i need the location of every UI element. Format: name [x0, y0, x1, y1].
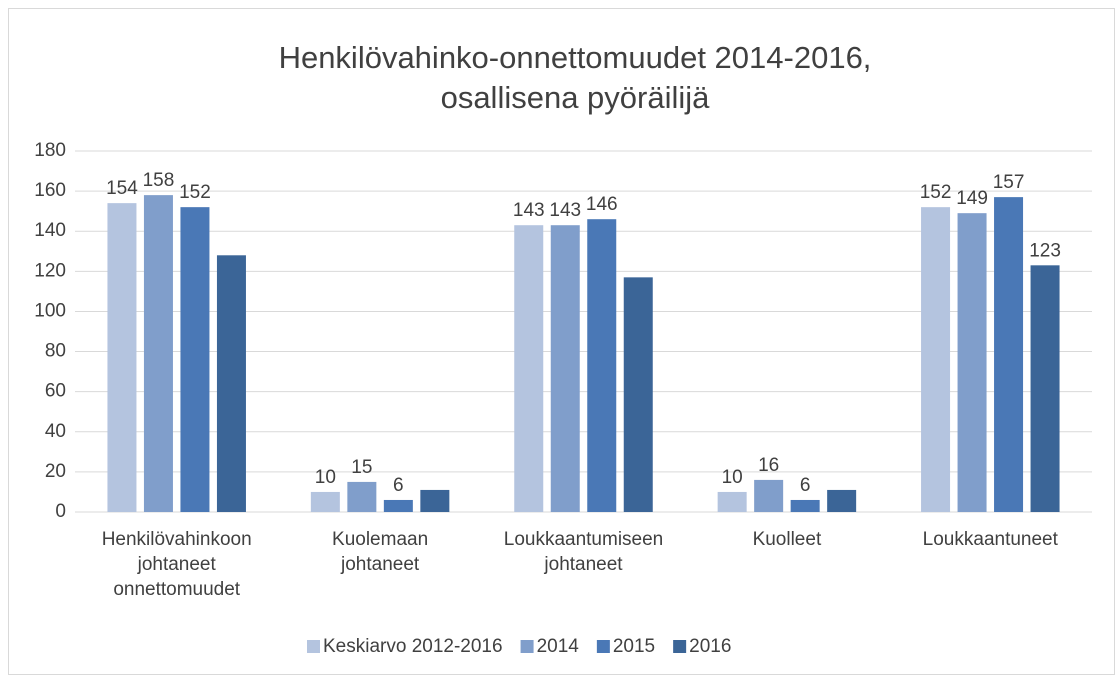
- bar: [514, 225, 544, 512]
- legend-swatch: [673, 640, 687, 653]
- bar: [310, 491, 340, 512]
- data-label: 123: [1029, 240, 1061, 261]
- data-label: 146: [586, 194, 618, 215]
- data-label: 143: [513, 200, 545, 221]
- bar: [827, 489, 857, 512]
- bar: [623, 277, 653, 512]
- data-label: 6: [393, 475, 404, 496]
- data-label: 152: [179, 182, 211, 203]
- bar: [957, 213, 987, 512]
- bar: [1030, 265, 1060, 512]
- legend-label: 2016: [689, 636, 731, 657]
- bar: [143, 195, 173, 512]
- data-label: 149: [956, 188, 988, 209]
- bar: [383, 499, 413, 512]
- data-label: 154: [106, 178, 138, 199]
- legend-label: Keskiarvo 2012-2016: [323, 636, 503, 657]
- x-tick-label: Kuolleet: [753, 529, 822, 550]
- x-tick-label: Kuolemaan: [332, 529, 428, 550]
- y-tick-label: 100: [34, 300, 66, 321]
- y-tick-label: 180: [34, 140, 66, 161]
- y-tick-label: 40: [45, 421, 66, 442]
- bar: [754, 479, 784, 512]
- bar: [420, 489, 450, 512]
- data-label: 10: [315, 467, 336, 488]
- y-tick-label: 60: [45, 381, 66, 402]
- x-tick-label: Loukkaantuneet: [923, 529, 1059, 550]
- bar: [921, 207, 951, 512]
- x-tick-label: johtaneet: [340, 554, 420, 575]
- bar: [347, 481, 377, 512]
- y-tick-label: 20: [45, 461, 66, 482]
- data-label: 6: [800, 475, 811, 496]
- x-tick-label: johtaneet: [137, 554, 217, 575]
- y-tick-label: 160: [34, 180, 66, 201]
- x-tick-label: johtaneet: [543, 554, 623, 575]
- data-label: 158: [143, 170, 175, 191]
- y-tick-label: 80: [45, 341, 66, 362]
- data-label: 152: [920, 182, 952, 203]
- bar: [587, 219, 617, 512]
- data-label: 15: [351, 457, 372, 478]
- bar: [180, 207, 210, 512]
- chart-title: osallisena pyöräilijä: [441, 80, 711, 115]
- y-tick-label: 140: [34, 220, 66, 241]
- bar: [550, 225, 580, 512]
- x-tick-label: onnettomuudet: [113, 579, 240, 600]
- legend-label: 2015: [613, 636, 655, 657]
- y-tick-label: 0: [55, 501, 66, 522]
- legend-swatch: [596, 640, 610, 653]
- bar: [216, 255, 246, 513]
- x-tick-label: Henkilövahinkoon: [102, 529, 252, 550]
- legend-swatch: [520, 640, 534, 653]
- data-label: 10: [722, 467, 743, 488]
- bar: [994, 197, 1024, 512]
- bar: [717, 491, 747, 512]
- bar: [790, 499, 820, 512]
- x-tick-label: Loukkaantumiseen: [504, 529, 664, 550]
- data-label: 143: [549, 200, 581, 221]
- chart-title: Henkilövahinko-onnettomuudet 2014-2016,: [279, 40, 872, 75]
- legend-label: 2014: [537, 636, 580, 657]
- legend-swatch: [307, 640, 320, 653]
- data-label: 16: [758, 455, 779, 476]
- data-label: 157: [993, 172, 1025, 193]
- bar: [107, 203, 137, 512]
- y-tick-label: 120: [34, 260, 66, 281]
